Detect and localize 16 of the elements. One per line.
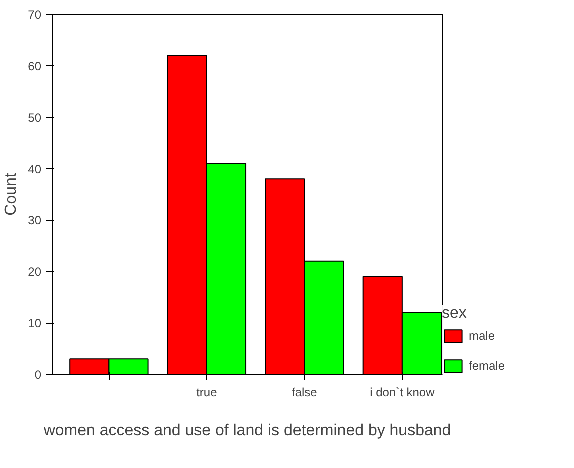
y-axis-title: Count (3, 172, 20, 216)
y-tick-label: 10 (28, 316, 42, 331)
y-tick-label: 0 (34, 368, 42, 382)
y-tick-label: 40 (28, 162, 42, 176)
y-tick-label: 70 (28, 8, 42, 22)
y-tick-label: 30 (28, 214, 42, 228)
legend-title: sex (442, 305, 468, 323)
x-axis-title: women access and use of land is determined by husband (42, 422, 452, 440)
y-tick-label: 60 (28, 59, 42, 74)
legend-label: female (469, 359, 506, 373)
legend-label: male (469, 329, 496, 343)
y-tick-label: 50 (28, 110, 42, 125)
x-tick-label: i don`t know (370, 386, 436, 400)
x-tick-label: false (292, 386, 318, 400)
x-tick-label: true (196, 386, 218, 400)
y-tick-label: 20 (28, 265, 42, 280)
